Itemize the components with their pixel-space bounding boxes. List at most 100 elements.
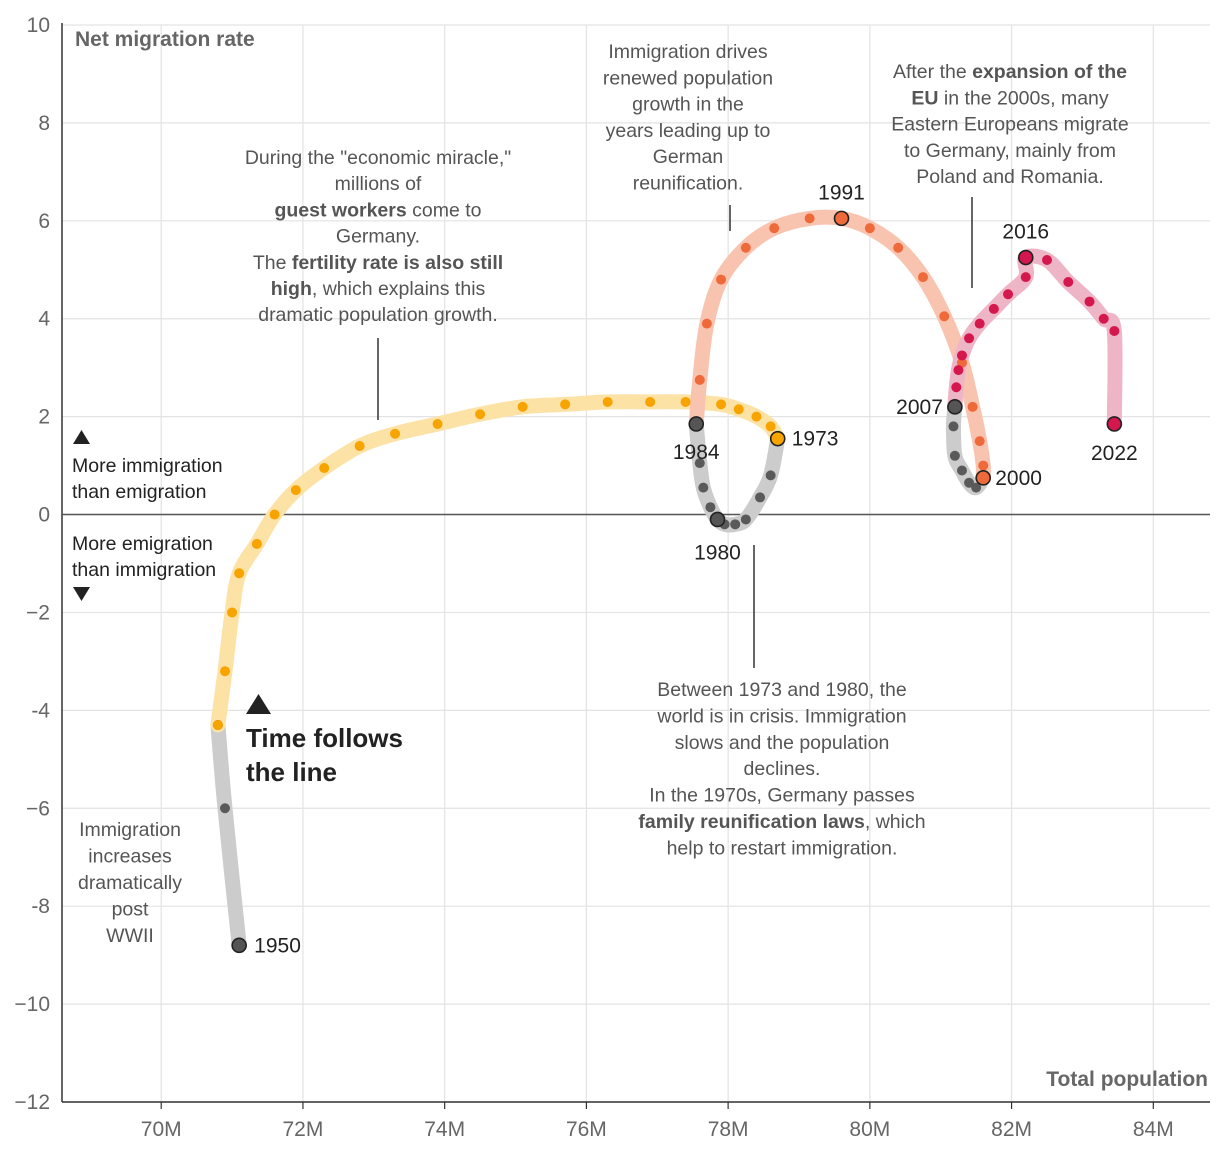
y-tick-label: -4 [31,699,50,722]
annotation-reunification-text: Immigration drives [608,41,768,63]
data-point [918,272,928,283]
annotation-post-wwii-text: post [112,899,149,921]
annotation-economic-miracle-text: Germany. [336,226,420,248]
x-tick-label: 72M [283,1118,324,1141]
annotation-post-wwii-text: dramatically [78,872,182,894]
x-tick-label: 76M [566,1118,607,1141]
year-label-1991: 1991 [818,181,865,204]
data-point [694,458,705,469]
data-point [212,720,223,731]
year-label-2016: 2016 [1002,221,1049,244]
data-point [967,401,978,412]
annotation-crisis-text: family reunification laws [638,811,865,833]
highlight-point-1973 [769,430,786,447]
legend-down-line-2: than immigration [72,559,216,581]
annotation-crisis-text: , which [865,811,926,833]
year-label-2007: 2007 [896,396,943,419]
annotation-post-wwii-text: Immigration [79,819,181,841]
legend-more-emigration: More emigration than immigration [72,533,218,581]
annotation-eu-expansion-text: to Germany, mainly from [904,140,1116,162]
data-point [1098,313,1109,324]
data-point [1020,272,1031,283]
highlight-point-2016 [1017,249,1034,266]
data-point [645,396,656,407]
annotation-eu-expansion-text: in the 2000s, many [938,87,1108,109]
data-point [701,318,712,329]
year-label-1984: 1984 [673,441,720,464]
data-point [251,538,262,549]
data-point [390,428,401,439]
annotation-reunification-text: renewed population [603,67,773,89]
year-label-2000: 2000 [995,467,1042,490]
x-tick-label: 78M [708,1118,749,1141]
year-label-1950: 1950 [254,934,301,957]
y-tick-label: 2 [38,406,50,429]
data-point [978,460,989,471]
data-point [560,399,571,410]
annotation-economic-miracle-text: high [271,278,312,300]
highlight-points: 1950 1973 1980 1984 1991 2000 2007 2016 2022 [231,181,1138,957]
data-point [769,223,780,234]
data-point [1109,325,1120,336]
annotation-economic-miracle-text: The [253,252,292,274]
data-point [1063,277,1074,288]
annotation-economic-miracle-text: , which explains this [312,278,486,300]
annotation-post-wwii: Immigration increases dramatically post WWII [78,819,182,947]
data-point [716,274,727,285]
annotation-eu-expansion: After the expansion of the EU in the 2000… [891,61,1128,188]
time-label-line-1: Time follows [246,723,403,753]
data-point [974,436,985,447]
series-trail-5 [947,248,1123,432]
annotation-reunification: Immigration drives renewed population grow… [603,41,773,195]
data-point [694,374,705,385]
data-point [698,482,709,493]
annotation-crisis-text: slows and the population [675,732,890,754]
x-tick-label: 82M [991,1118,1032,1141]
data-point [290,485,301,496]
annotation-eu-expansion-text: expansion of the [972,61,1127,83]
data-point [956,350,967,361]
highlight-point-1950 [231,937,247,954]
legend-down-line-1: More emigration [72,533,213,555]
x-tick-label: 74M [424,1118,465,1141]
annotation-reunification-text: German [653,146,723,168]
year-label-2022: 2022 [1091,442,1138,465]
data-point [680,396,691,407]
highlight-point-2022 [1106,416,1123,432]
annotation-crisis-text: help to restart immigration. [667,837,898,859]
annotation-economic-miracle-text: dramatic population growth. [258,304,498,326]
data-point [956,465,967,476]
y-tick-label: −6 [26,797,50,820]
y-axis-title: Net migration rate [75,28,255,51]
data-point [517,401,528,412]
data-point [953,365,964,376]
data-point [751,411,762,422]
up-triangle-icon [73,430,90,444]
data-point [1084,296,1095,307]
y-tick-label: 8 [38,112,50,135]
annotation-economic-miracle-text: fertility rate is also still [292,252,503,274]
annotation-eu-expansion-text: EU [911,87,938,109]
annotation-reunification-text: reunification. [633,173,744,195]
data-point [971,482,982,493]
data-point [893,242,904,253]
data-point [219,803,230,814]
time-triangle-icon [246,694,271,714]
data-point [234,568,245,579]
annotation-economic-miracle-text: millions of [335,173,422,195]
data-point [733,404,744,415]
annotation-crisis-text: In the 1970s, Germany passes [649,785,915,807]
annotation-crisis: Between 1973 and 1980, the world is in cr… [638,679,925,859]
annotation-crisis-text: Between 1973 and 1980, the [657,679,906,701]
annotation-economic-miracle-text: During the "economic miracle," [245,147,511,169]
x-axis-title: Total population [1046,1068,1208,1091]
annotation-economic-miracle: During the "economic miracle," millions o… [245,147,511,326]
annotation-post-wwii-text: WWII [106,925,154,947]
y-tick-label: −2 [26,601,50,624]
data-point [227,607,238,618]
annotation-economic-miracle-text: come to [407,199,482,221]
y-tick-label: −12 [14,1091,50,1114]
data-point [354,441,365,452]
legend-more-immigration: More immigration than emigration [72,455,228,503]
